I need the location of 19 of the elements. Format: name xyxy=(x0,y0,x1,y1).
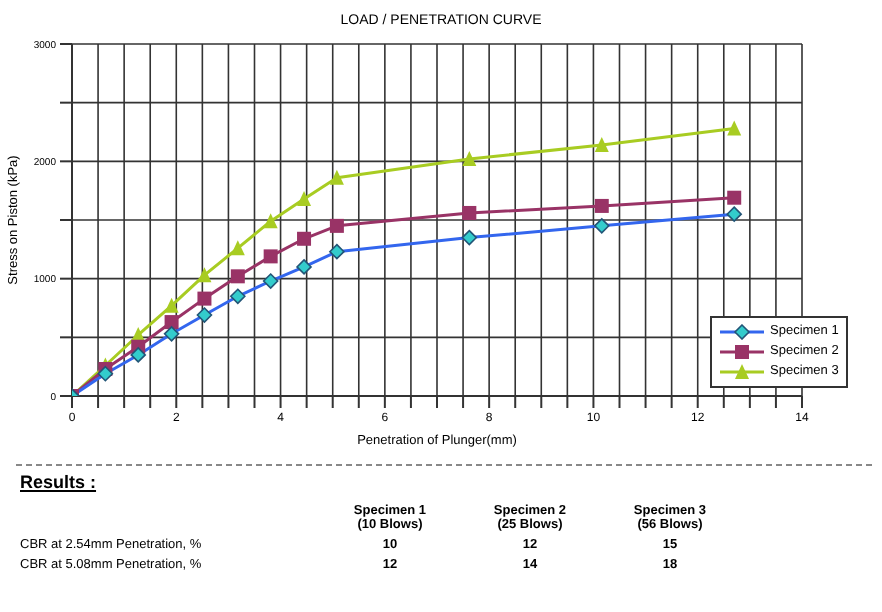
text: Results : xyxy=(20,472,97,492)
point xyxy=(727,190,742,205)
point xyxy=(297,231,312,246)
point xyxy=(594,198,609,213)
point xyxy=(462,150,477,166)
point xyxy=(594,136,609,152)
point xyxy=(230,240,245,256)
point xyxy=(727,120,742,136)
point xyxy=(197,267,212,283)
point xyxy=(462,205,477,220)
point xyxy=(263,213,278,229)
point xyxy=(297,190,312,206)
point xyxy=(197,291,212,306)
point xyxy=(263,249,278,264)
point xyxy=(164,315,179,330)
point xyxy=(329,169,344,185)
point xyxy=(230,269,245,284)
point xyxy=(329,218,344,233)
point xyxy=(164,297,179,313)
